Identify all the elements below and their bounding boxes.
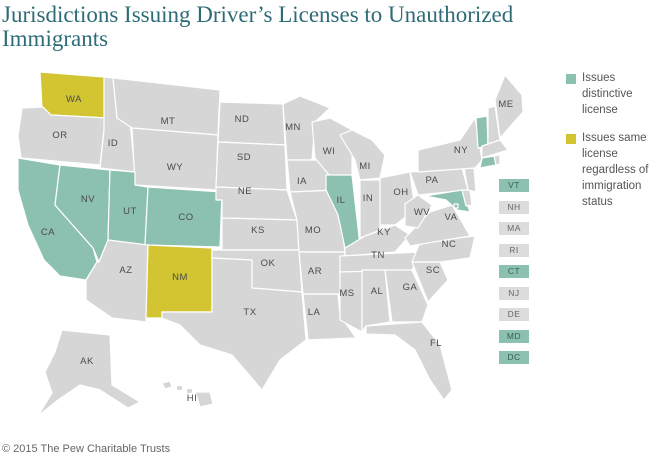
state-vt[interactable]	[475, 115, 489, 149]
state-nd[interactable]	[217, 101, 286, 146]
legend-item-same: Issues same license regardless of immigr…	[566, 130, 658, 210]
small-state-box-de[interactable]: DE	[499, 308, 529, 321]
state-al[interactable]	[361, 269, 391, 333]
label-al: AL	[371, 286, 384, 297]
label-ar: AR	[308, 266, 322, 277]
state-tx[interactable]	[161, 257, 307, 391]
state-sd[interactable]	[215, 141, 288, 191]
state-ma[interactable]	[481, 139, 509, 159]
label-mt: MT	[161, 116, 176, 127]
state-co[interactable]	[144, 186, 223, 248]
state-hi[interactable]	[161, 380, 214, 408]
small-state-box-dc[interactable]: DC	[499, 351, 529, 364]
label-oh: OH	[393, 187, 408, 198]
state-ct[interactable]	[479, 155, 497, 169]
label-wi: WI	[323, 146, 336, 157]
label-tx: TX	[243, 307, 256, 318]
label-nv: NV	[81, 194, 95, 205]
state-de[interactable]	[461, 189, 473, 207]
copyright-footer: © 2015 The Pew Charitable Trusts	[2, 443, 171, 455]
state-ri[interactable]	[493, 154, 501, 166]
label-az: AZ	[119, 265, 132, 276]
label-nc: NC	[442, 239, 457, 250]
state-md[interactable]	[424, 189, 471, 213]
label-tn: TN	[371, 250, 385, 261]
label-ut: UT	[123, 206, 137, 217]
state-va[interactable]	[404, 204, 471, 247]
small-state-box-vt[interactable]: VT	[499, 179, 529, 192]
label-ga: GA	[403, 282, 418, 293]
label-wy: WY	[167, 162, 183, 173]
label-ia: IA	[297, 176, 307, 187]
small-state-box-ri[interactable]: RI	[499, 243, 529, 257]
legend-swatch-distinctive	[566, 74, 576, 84]
small-state-boxes: VT NH MA RI CT NJ DE MD DC	[499, 179, 529, 373]
label-il: IL	[337, 195, 346, 206]
label-la: LA	[308, 307, 321, 318]
label-ks: KS	[251, 225, 265, 236]
label-ca: CA	[41, 227, 55, 238]
label-mi: MI	[359, 161, 371, 172]
label-fl: FL	[430, 338, 442, 349]
label-or: OR	[52, 130, 67, 141]
map-title: Jurisdictions Issuing Driver’s Licenses …	[2, 2, 514, 51]
legend: Issues distinctive license Issues same l…	[566, 70, 658, 222]
label-mo: MO	[305, 225, 321, 236]
label-ak: AK	[80, 356, 94, 367]
label-wa: WA	[66, 94, 82, 105]
state-ga[interactable]	[384, 269, 429, 323]
state-dc[interactable]	[453, 203, 459, 209]
label-me: ME	[498, 99, 513, 110]
small-state-box-nh[interactable]: NH	[499, 200, 529, 214]
legend-swatch-same	[566, 134, 576, 144]
small-state-box-ma[interactable]: MA	[499, 222, 529, 235]
legend-label-distinctive: Issues distinctive license	[582, 72, 633, 116]
label-mn: MN	[285, 122, 301, 133]
label-ok: OK	[261, 258, 276, 269]
label-id: ID	[108, 138, 119, 149]
label-in: IN	[363, 193, 374, 204]
label-sd: SD	[237, 152, 251, 163]
state-mi[interactable]	[339, 129, 386, 181]
label-ne: NE	[238, 186, 252, 197]
small-state-box-ct[interactable]: CT	[499, 265, 529, 278]
legend-item-distinctive: Issues distinctive license	[566, 70, 658, 118]
state-wy[interactable]	[131, 127, 219, 191]
label-co: CO	[178, 212, 193, 223]
label-ky: KY	[377, 227, 391, 238]
state-fl[interactable]	[365, 321, 453, 401]
label-nd: ND	[235, 114, 250, 125]
small-state-box-md[interactable]: MD	[499, 329, 529, 343]
label-sc: SC	[426, 265, 440, 276]
state-me[interactable]	[494, 74, 524, 139]
label-hi: HI	[187, 393, 198, 404]
state-ak[interactable]	[37, 329, 141, 417]
label-pa: PA	[426, 175, 439, 186]
state-ny[interactable]	[417, 117, 483, 173]
legend-label-same: Issues same license regardless of immigr…	[582, 132, 649, 208]
label-ms: MS	[339, 288, 354, 299]
label-nm: NM	[172, 272, 188, 283]
label-ny: NY	[454, 145, 468, 156]
label-wv: WV	[414, 207, 430, 218]
state-la[interactable]	[302, 293, 357, 341]
state-wv[interactable]	[404, 194, 433, 229]
label-va: VA	[445, 212, 458, 223]
small-state-box-nj[interactable]: NJ	[499, 286, 529, 300]
state-ne[interactable]	[215, 186, 298, 221]
